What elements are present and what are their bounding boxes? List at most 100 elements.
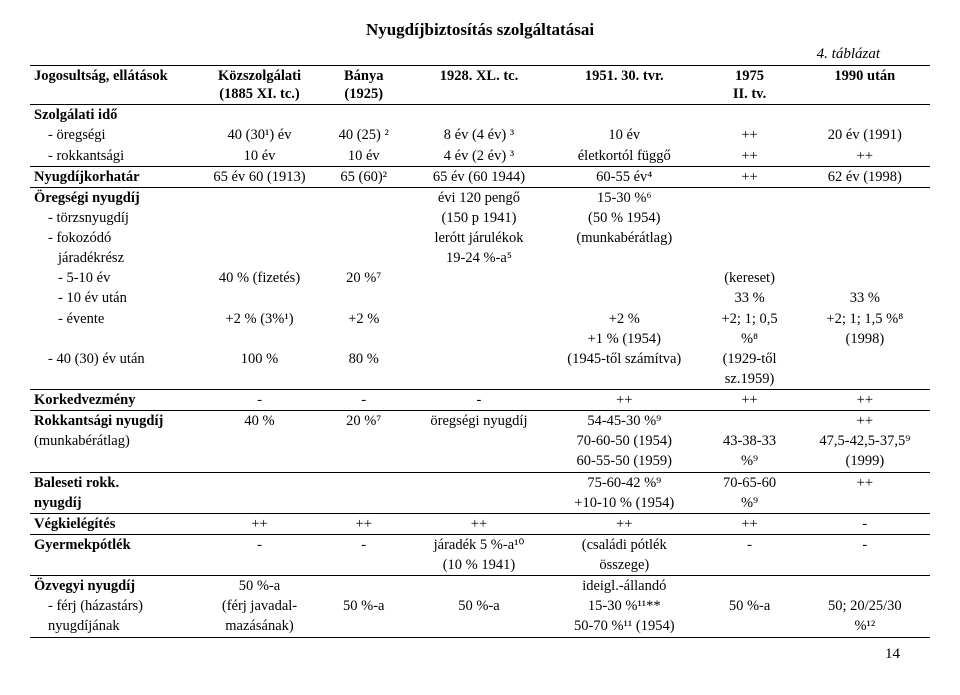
cell: összege) — [549, 555, 699, 576]
table-row: 60-55-50 (1959) %⁹ (1999) — [30, 451, 930, 472]
cell: ideigl.-állandó — [549, 576, 699, 597]
cell: 70-65-60 — [699, 472, 799, 493]
cell: (munkabérátlag) — [30, 431, 200, 451]
cell: (munkabérátlag) — [549, 228, 699, 248]
cell: 50 %-a — [699, 596, 799, 616]
cell: 40 % (fizetés) — [200, 268, 318, 288]
cell: +2; 1; 0,5 — [699, 309, 799, 329]
cell: járadék 5 %-a¹⁰ — [409, 534, 549, 555]
h4: 1951. 30. tvr. — [585, 68, 664, 84]
cell: 65 év (60 1944) — [409, 166, 549, 187]
cell: mazásának) — [200, 616, 318, 637]
cell: sz.1959) — [699, 369, 799, 390]
table-row: Nyugdíjkorhatár 65 év 60 (1913) 65 (60)²… — [30, 166, 930, 187]
h1b: (1885 XI. tc.) — [219, 86, 300, 102]
cell: öregségi nyugdíj — [409, 411, 549, 432]
cell: +2 % (3%¹) — [200, 309, 318, 329]
cell: - — [319, 390, 409, 411]
cell: Baleseti rokk. — [34, 475, 119, 491]
cell: 20 év (1991) — [800, 125, 930, 145]
table-row: nyugdíj +10-10 % (1954) %⁹ — [30, 493, 930, 514]
cell: Öregségi nyugdíj — [34, 190, 140, 206]
cell: 60-55 év⁴ — [549, 166, 699, 187]
cell: - fokozódó — [30, 228, 200, 248]
table-row: - férj (házastárs) (férj javadal- 50 %-a… — [30, 596, 930, 616]
cell: - 40 (30) év után — [30, 349, 200, 369]
table-row: Öregségi nyugdíj évi 120 pengő 15-30 %⁶ — [30, 187, 930, 208]
cell: (1945-től számítva) — [549, 349, 699, 369]
cell: (kereset) — [699, 268, 799, 288]
cell: ++ — [800, 146, 930, 167]
cell: 33 % — [800, 288, 930, 308]
cell: 10 év — [549, 125, 699, 145]
cell: - öregségi — [30, 125, 200, 145]
cell: (10 % 1941) — [409, 555, 549, 576]
cell: (férj javadal- — [200, 596, 318, 616]
cell: - — [200, 534, 318, 555]
cell: ++ — [699, 513, 799, 534]
cell: (50 % 1954) — [549, 208, 699, 228]
table-row: Baleseti rokk. 75-60-42 %⁹ 70-65-60 ++ — [30, 472, 930, 493]
table-row: (munkabérátlag) 70-60-50 (1954) 43-38-33… — [30, 431, 930, 451]
table-row: Rokkantsági nyugdíj 40 % 20 %⁷ öregségi … — [30, 411, 930, 432]
cell: Gyermekpótlék — [34, 537, 131, 553]
cell: 40 (25) ² — [319, 125, 409, 145]
cell: ++ — [800, 472, 930, 493]
table-row: járadékrész 19-24 %-a⁵ — [30, 248, 930, 268]
cell: ++ — [409, 513, 549, 534]
cell: - 5-10 év — [30, 268, 200, 288]
cell: - évente — [30, 309, 200, 329]
header-row: Jogosultság, ellátások Közszolgálati(188… — [30, 66, 930, 105]
cell: - — [319, 534, 409, 555]
cell: 60-55-50 (1959) — [549, 451, 699, 472]
table-row: nyugdíjának mazásának) 50-70 %¹¹ (1954) … — [30, 616, 930, 637]
table-row: Szolgálati idő — [30, 105, 930, 126]
cell: ++ — [319, 513, 409, 534]
cell: - 10 év után — [30, 288, 200, 308]
cell: 80 % — [319, 349, 409, 369]
cell: - férj (házastárs) — [30, 596, 200, 616]
table-row: +1 % (1954) %⁸ (1998) — [30, 329, 930, 349]
cell: 10 év — [319, 146, 409, 167]
page-number: 14 — [30, 646, 930, 663]
table-row: (10 % 1941) összege) — [30, 555, 930, 576]
cell: Szolgálati idő — [34, 107, 117, 123]
cell: (150 p 1941) — [409, 208, 549, 228]
cell: ++ — [699, 125, 799, 145]
table-row: Gyermekpótlék - - járadék 5 %-a¹⁰ (csalá… — [30, 534, 930, 555]
cell: 20 %⁷ — [319, 411, 409, 432]
cell: 20 %⁷ — [319, 268, 409, 288]
table-row: - törzsnyugdíj (150 p 1941) (50 % 1954) — [30, 208, 930, 228]
cell: 50 %-a — [319, 596, 409, 616]
cell: Nyugdíjkorhatár — [34, 169, 140, 185]
table-row: - öregségi 40 (30¹) év 40 (25) ² 8 év (4… — [30, 125, 930, 145]
cell: - — [200, 390, 318, 411]
cell: 40 % — [200, 411, 318, 432]
cell: %⁹ — [699, 451, 799, 472]
cell: nyugdíjának — [30, 616, 200, 637]
cell: ++ — [699, 390, 799, 411]
cell: 75-60-42 %⁹ — [549, 472, 699, 493]
cell: +2 % — [319, 309, 409, 329]
cell: Özvegyi nyugdíj — [34, 578, 135, 594]
h1a: Közszolgálati — [218, 68, 301, 84]
cell: (1929-től — [699, 349, 799, 369]
cell: Korkedvezmény — [34, 392, 135, 408]
table-row: - rokkantsági 10 év 10 év 4 év (2 év) ³ … — [30, 146, 930, 167]
cell: évi 120 pengő — [409, 187, 549, 208]
cell: életkortól függő — [549, 146, 699, 167]
cell: +10-10 % (1954) — [549, 493, 699, 514]
cell: (1999) — [800, 451, 930, 472]
cell: 33 % — [699, 288, 799, 308]
table-row: - 5-10 év 40 % (fizetés) 20 %⁷ (kereset) — [30, 268, 930, 288]
cell: 70-60-50 (1954) — [549, 431, 699, 451]
cell: 50-70 %¹¹ (1954) — [549, 616, 699, 637]
table-number: 4. táblázat — [30, 46, 930, 63]
table-row: - 40 (30) év után 100 % 80 % (1945-től s… — [30, 349, 930, 369]
table-row: sz.1959) — [30, 369, 930, 390]
h2a: Bánya — [344, 68, 384, 84]
cell: ++ — [549, 390, 699, 411]
cell: lerótt járulékok — [409, 228, 549, 248]
cell: - — [409, 390, 549, 411]
cell: 100 % — [200, 349, 318, 369]
